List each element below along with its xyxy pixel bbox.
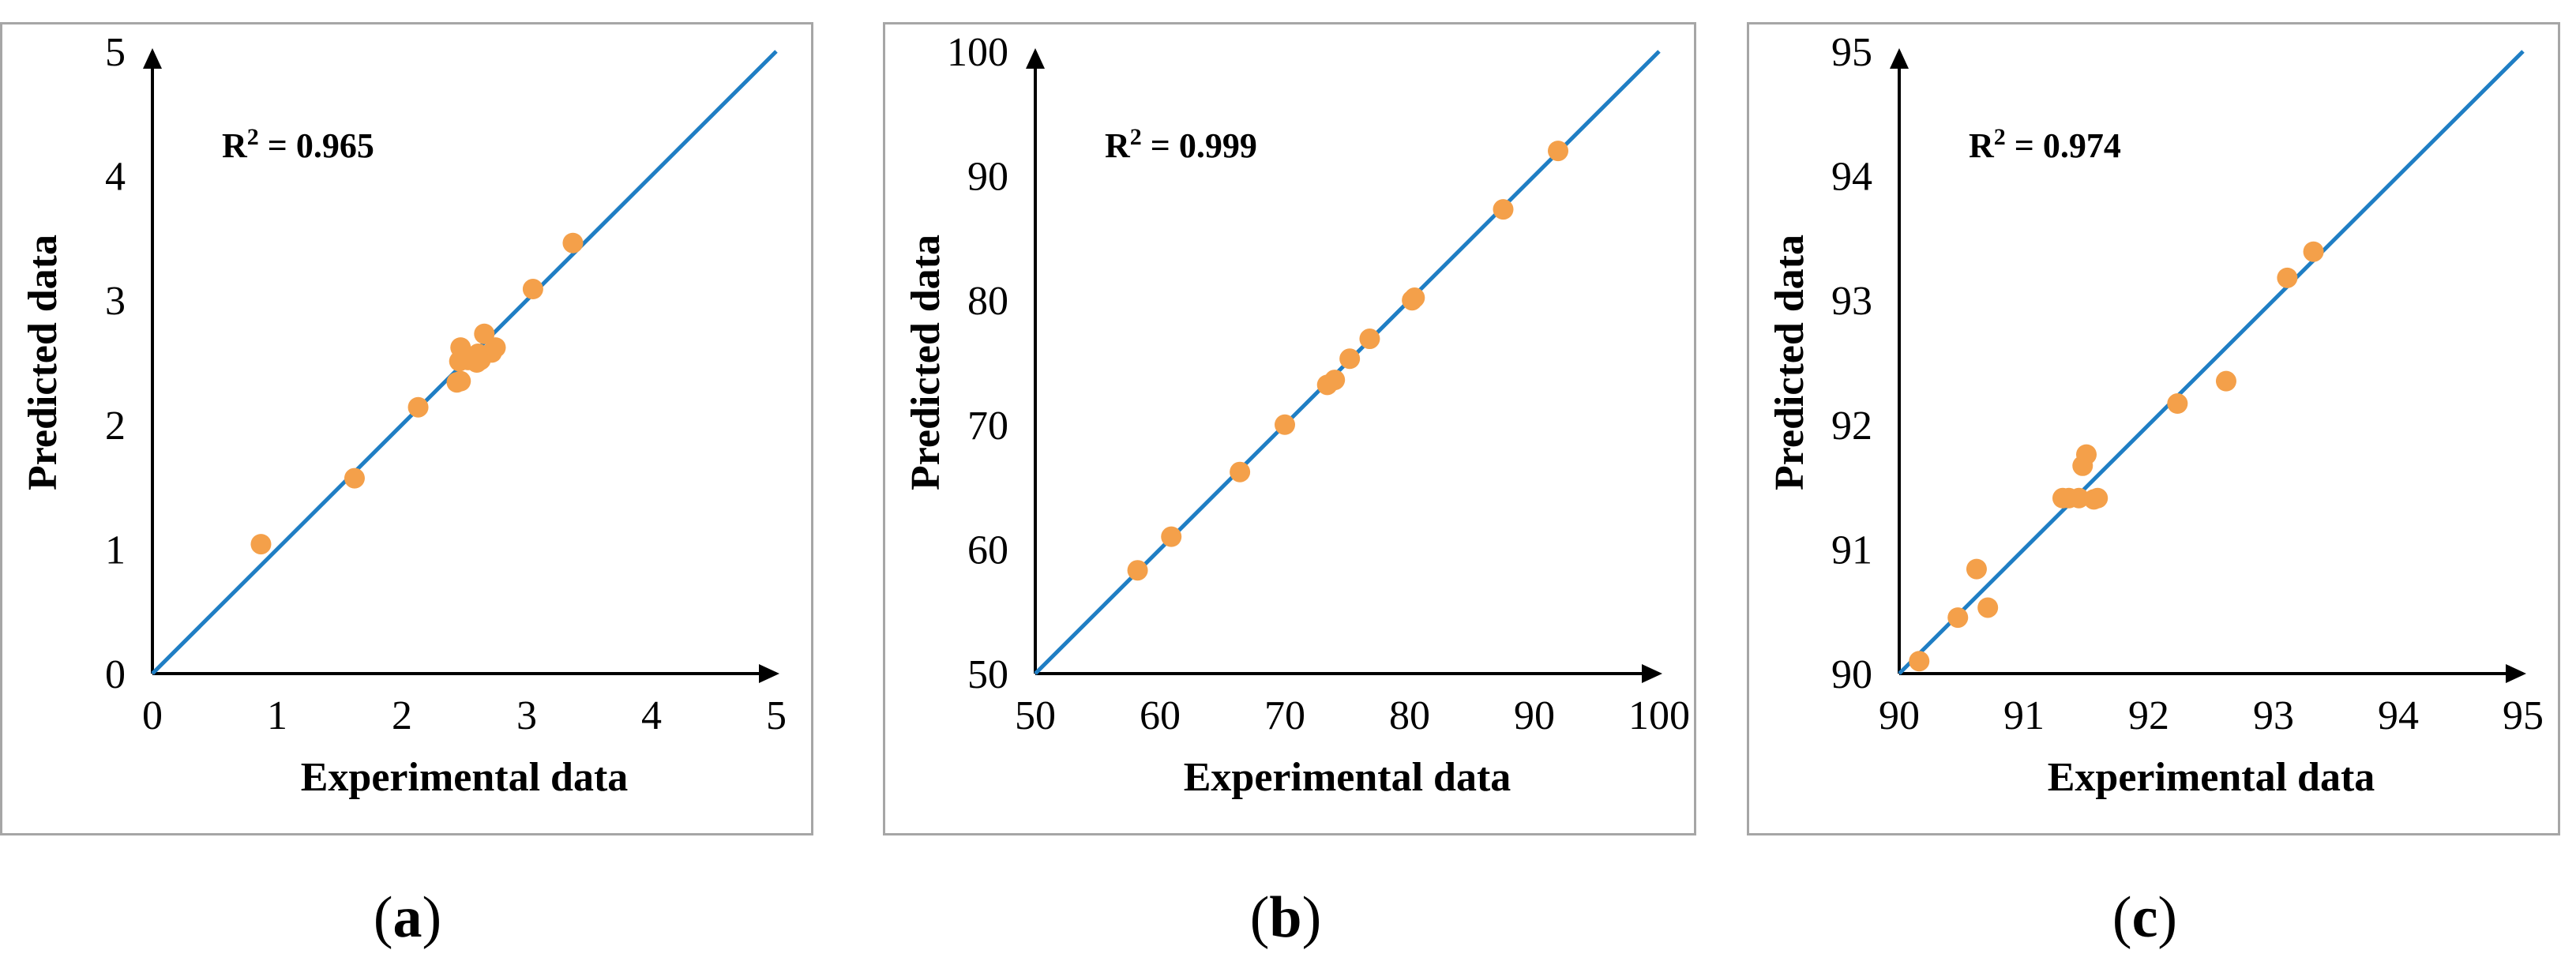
data-point (2303, 241, 2324, 262)
y-axis-label: Predicted data (1767, 235, 1812, 490)
data-point (1275, 414, 1295, 435)
scatter-chart-a: 0 1 2 3 4 5 0 1 2 3 4 5 Experimental data Predicted d… (21, 30, 787, 800)
x-tick-label: 90 (1514, 693, 1555, 738)
data-point (485, 337, 506, 359)
data-point (1127, 560, 1148, 581)
data-point (1324, 370, 1346, 391)
x-tick-label: 60 (1140, 693, 1181, 738)
y-tick-label: 95 (1831, 30, 1872, 75)
data-point (2076, 444, 2097, 465)
data-point (450, 370, 471, 392)
x-tick-label: 91 (2003, 693, 2045, 738)
data-point (2277, 267, 2298, 288)
data-point (407, 396, 429, 418)
y-tick-label: 1 (105, 528, 126, 573)
y-tick-label: 90 (967, 155, 1008, 200)
data-point (1161, 526, 1182, 547)
x-tick-label: 5 (766, 693, 787, 738)
data-point (1947, 607, 1969, 629)
x-axis-label: Experimental data (1184, 755, 1511, 800)
x-tick-label: 92 (2128, 693, 2169, 738)
identity-line (1898, 50, 2525, 675)
data-point (1404, 287, 1425, 309)
data-point (1339, 348, 1361, 370)
scatter-chart-c: 90 91 92 93 94 95 90 91 92 93 94 95 Experimental dat… (1767, 30, 2544, 800)
y-axis-label: Predicted data (903, 235, 948, 490)
x-tick-label: 0 (142, 693, 163, 738)
chart-panel-b: 50 60 70 80 90 100 50 60 70 80 90 100 Experimental d… (883, 22, 1696, 835)
y-axis-arrow (1026, 48, 1045, 69)
r-squared-annotation: R2 = 0.974 (1969, 124, 2121, 165)
x-tick-label: 94 (2378, 693, 2419, 738)
x-tick-label: 3 (516, 693, 537, 738)
y-tick-label: 50 (967, 652, 1008, 697)
data-point (1493, 199, 1514, 220)
x-tick-label: 90 (1879, 693, 1920, 738)
data-point (2167, 393, 2188, 415)
data-point (1548, 141, 1569, 162)
panel-caption-a: (a) (373, 885, 442, 950)
y-axis-arrow (1890, 48, 1909, 69)
data-point (522, 279, 543, 300)
chart-panel-a: 0 1 2 3 4 5 0 1 2 3 4 5 Experimental data Predicted d… (0, 22, 813, 835)
y-tick-label: 0 (105, 652, 126, 697)
x-tick-label: 4 (641, 693, 662, 738)
data-point (474, 323, 495, 344)
x-tick-label: 95 (2503, 693, 2544, 738)
y-axis-label: Predicted data (21, 235, 66, 490)
y-tick-label: 100 (947, 30, 1008, 75)
data-point (344, 467, 365, 489)
scatter-chart-b: 50 60 70 80 90 100 50 60 70 80 90 100 Experimental d… (903, 30, 1690, 800)
x-tick-label: 1 (267, 693, 287, 738)
data-point (1966, 558, 1987, 580)
panel-caption-c: (c) (2112, 885, 2178, 950)
x-axis-label: Experimental data (301, 755, 629, 800)
y-tick-label: 90 (1831, 652, 1872, 697)
y-tick-label: 92 (1831, 404, 1872, 449)
data-point (2068, 487, 2090, 509)
y-tick-label: 93 (1831, 279, 1872, 324)
y-tick-label: 3 (105, 279, 126, 324)
x-tick-label: 50 (1015, 693, 1056, 738)
y-tick-label: 70 (967, 404, 1008, 449)
data-point (450, 337, 471, 359)
x-tick-label: 100 (1628, 693, 1690, 738)
x-tick-label: 93 (2253, 693, 2294, 738)
panel-caption-b: (b) (1249, 885, 1322, 950)
y-tick-label: 91 (1831, 528, 1872, 573)
chart-panel-c: 90 91 92 93 94 95 90 91 92 93 94 95 Experimental dat… (1747, 22, 2560, 835)
y-tick-label: 94 (1831, 155, 1872, 200)
x-axis-arrow (2506, 664, 2526, 683)
x-axis-label: Experimental data (2048, 755, 2375, 800)
data-point (250, 534, 272, 555)
data-point (2087, 487, 2108, 509)
y-tick-label: 60 (967, 528, 1008, 573)
data-point (2215, 370, 2236, 392)
data-point (562, 232, 584, 253)
y-tick-label: 80 (967, 279, 1008, 324)
y-tick-label: 4 (105, 155, 126, 200)
x-tick-label: 70 (1264, 693, 1305, 738)
data-point (1977, 597, 1999, 618)
r-squared-annotation: R2 = 0.965 (222, 124, 374, 165)
x-tick-label: 2 (392, 693, 412, 738)
x-axis-arrow (759, 664, 779, 683)
data-point (1230, 461, 1251, 482)
data-point (1909, 651, 1930, 672)
x-tick-label: 80 (1389, 693, 1430, 738)
r-squared-annotation: R2 = 0.999 (1105, 124, 1257, 165)
y-axis-arrow (143, 48, 162, 69)
y-tick-label: 2 (105, 404, 126, 449)
x-axis-arrow (1642, 664, 1662, 683)
y-tick-label: 5 (105, 30, 126, 75)
data-point (1359, 329, 1380, 350)
